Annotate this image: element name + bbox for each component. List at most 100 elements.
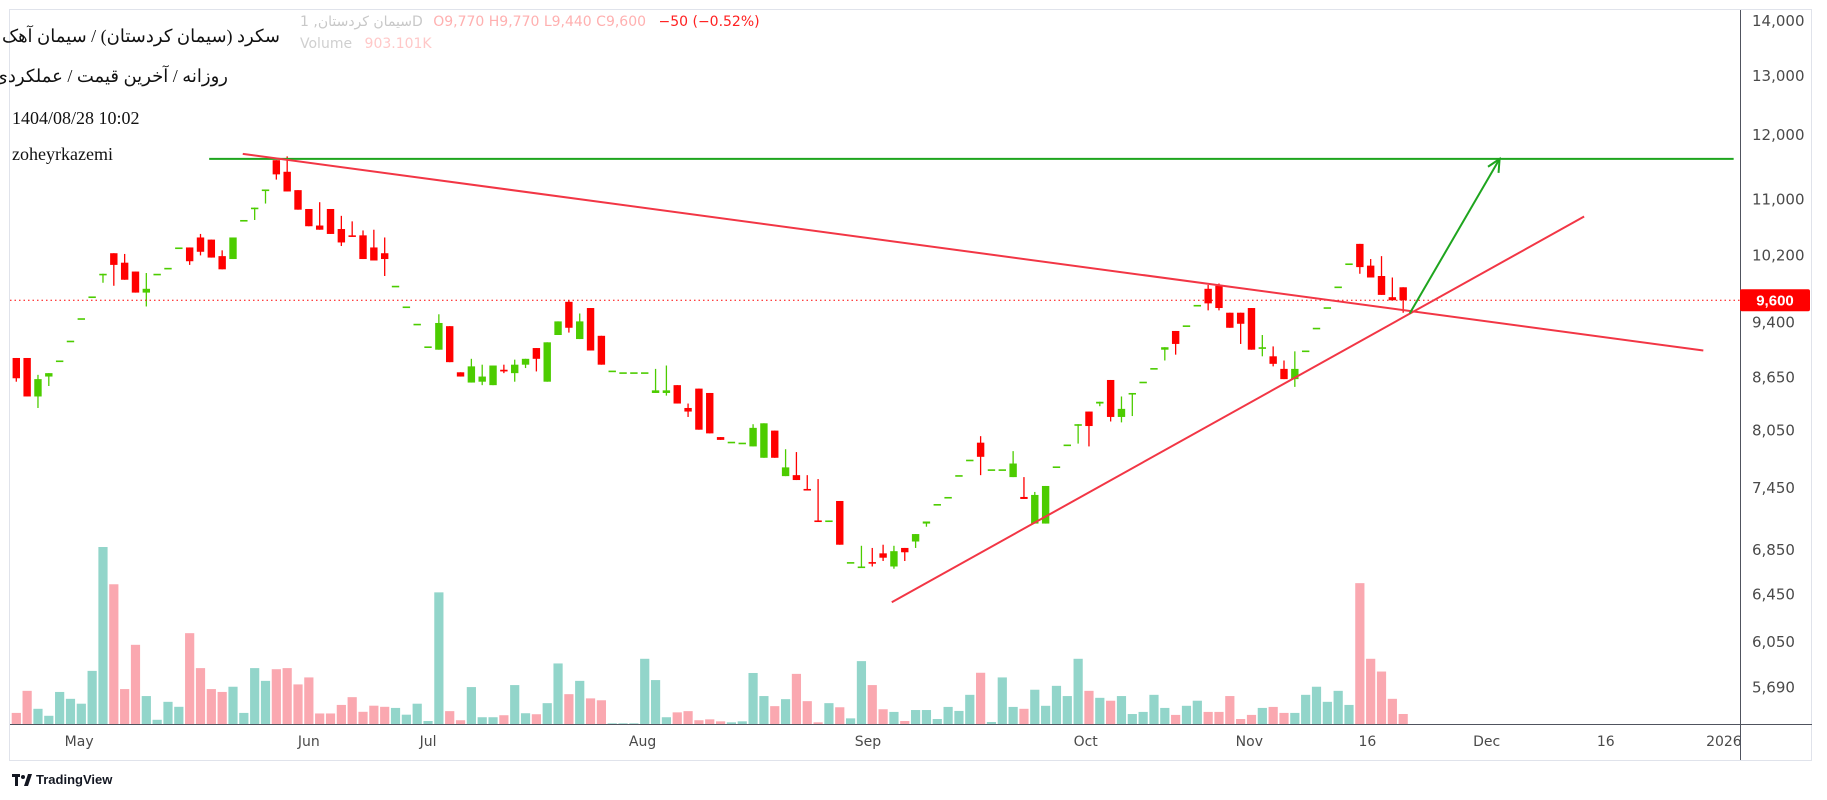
time-axis[interactable]: May Jun Jul Aug Sep Oct Nov 16 Dec 16 2026 (65, 734, 1742, 750)
volume-bar (1214, 711, 1224, 724)
candle-body (738, 442, 746, 445)
candle-body (1117, 408, 1126, 417)
candle-body (868, 562, 876, 564)
volume-bar (640, 658, 650, 724)
volume-bar (44, 715, 54, 724)
volume-bar (163, 701, 173, 724)
volume-bar (661, 717, 671, 724)
candle-body (630, 372, 638, 374)
candle-body (1377, 276, 1386, 295)
volume-bar (1311, 686, 1322, 724)
volume-bar (141, 696, 151, 724)
volume-bar (759, 696, 769, 724)
drawings[interactable] (209, 152, 1734, 604)
candle (467, 358, 476, 383)
candle (586, 308, 595, 351)
candle (380, 237, 389, 277)
candle-body (1041, 485, 1050, 524)
candle-body (576, 321, 584, 340)
candle-body (1345, 263, 1353, 266)
candle-body (99, 273, 107, 276)
price-axis[interactable]: 14,000 13,000 12,000 11,000 10,200 9,400 8,650… (1752, 12, 1805, 696)
candle (12, 357, 20, 382)
price-tick-label: 12,000 (1752, 126, 1805, 144)
candle (110, 253, 118, 286)
candle (229, 237, 237, 260)
candle-body (1291, 368, 1299, 380)
volume-bar (965, 694, 975, 724)
candle (792, 452, 801, 481)
candle-body (511, 364, 519, 374)
volume-bar (1236, 719, 1246, 724)
candle-body (1356, 243, 1364, 268)
volume-bar (11, 712, 21, 724)
volume-bar (911, 710, 921, 724)
candle-body (619, 372, 627, 374)
candle (294, 190, 302, 210)
candle-body (684, 407, 692, 412)
candle-body (272, 160, 281, 175)
candle-body (1182, 325, 1191, 327)
candle-body (489, 365, 497, 386)
candle (1171, 330, 1180, 355)
candle-body (1150, 368, 1158, 370)
candle-body (467, 366, 476, 383)
volume-bar (390, 707, 401, 724)
candle-body (294, 190, 302, 210)
price-tick-label: 14,000 (1752, 12, 1805, 30)
volume-bar (271, 669, 281, 724)
tradingview-logo[interactable]: TradingView (12, 772, 112, 787)
candle-body (1366, 265, 1375, 278)
candle-body (424, 346, 432, 349)
volume-bar (1062, 696, 1072, 724)
volume-bar (1301, 694, 1311, 724)
candle-body (34, 379, 42, 397)
time-tick-label: 16 (1359, 734, 1377, 750)
candle-body (110, 253, 118, 265)
candle-body (196, 237, 205, 252)
volume-bar (455, 720, 466, 724)
candle-body (1334, 286, 1342, 289)
candle-body (706, 392, 714, 434)
volume-bar (1019, 708, 1029, 724)
candle (1193, 304, 1202, 307)
candle (207, 239, 216, 258)
volume-bar (553, 663, 563, 724)
candle (1312, 327, 1321, 330)
target-arrow-head (1487, 156, 1501, 173)
candle-body (565, 301, 573, 328)
time-tick-label: 2026 (1706, 734, 1742, 750)
time-tick-label: Aug (629, 734, 656, 750)
volume-bar (856, 661, 867, 724)
legend-ohlc: سیمان کردستان, 1D O9,770 H9,770 L9,440 C… (300, 14, 760, 30)
candle (955, 475, 963, 477)
candle-body (402, 306, 411, 309)
target-arrow (1408, 158, 1501, 315)
candle (261, 189, 270, 204)
candle (435, 314, 443, 350)
candle (987, 469, 996, 471)
candle (727, 441, 736, 444)
candle (1117, 396, 1126, 423)
candle (803, 475, 811, 491)
candle (359, 230, 367, 260)
volume-bar (1333, 690, 1343, 724)
candle-body (88, 296, 96, 299)
volume-bar (87, 670, 97, 724)
volume-bar (22, 690, 32, 724)
volume-bar (488, 717, 498, 724)
candle-body (673, 385, 681, 404)
volume-bar (130, 644, 141, 724)
candle-body (760, 423, 768, 458)
candle-body (1215, 285, 1223, 309)
candle (543, 342, 551, 382)
volume-bar (358, 711, 368, 724)
candle-body (315, 225, 324, 230)
candle (857, 545, 866, 569)
candle (196, 233, 205, 256)
legend-volume-value: 903.101K (364, 36, 432, 52)
candle (706, 392, 714, 434)
volume-bar (1181, 705, 1192, 724)
candle (651, 368, 660, 393)
